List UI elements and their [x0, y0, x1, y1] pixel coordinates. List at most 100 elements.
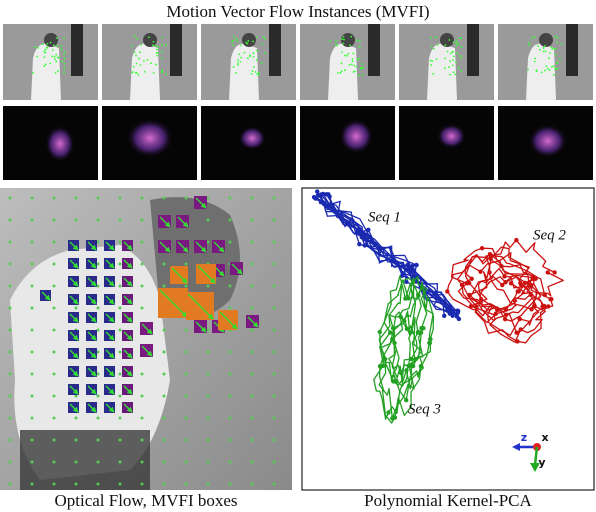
flow-dot	[548, 52, 551, 55]
trajectory-point	[377, 329, 382, 335]
flow-dot	[334, 43, 337, 46]
flow-dot	[161, 44, 163, 47]
flow-dot	[544, 44, 546, 47]
flow-dot	[162, 196, 166, 200]
flow-dot	[352, 52, 355, 55]
flow-dot	[258, 71, 260, 74]
axis-triad: z x y	[512, 431, 549, 472]
flow-dot	[184, 350, 188, 354]
flow-arrow	[195, 321, 207, 333]
flow-dot	[272, 394, 276, 398]
trajectory-point	[445, 289, 450, 294]
flow-dot	[52, 416, 56, 420]
trajectory-point	[442, 313, 447, 319]
flow-arrow	[123, 295, 133, 305]
flow-dot	[206, 350, 210, 354]
flow-dot	[528, 42, 531, 44]
flow-dot	[55, 53, 58, 56]
flow-dot	[74, 218, 78, 222]
punching-bag	[71, 24, 83, 76]
trajectory-point	[503, 280, 508, 285]
flow-dot	[52, 240, 56, 244]
flow-dot	[272, 262, 276, 266]
flow-dot	[96, 218, 100, 222]
person	[31, 43, 61, 100]
flow-dot	[232, 39, 235, 42]
flow-dot	[43, 65, 46, 67]
flow-dot	[343, 54, 346, 57]
flow-dot	[184, 372, 188, 376]
trajectory-point	[414, 262, 419, 268]
flow-dot	[228, 284, 232, 288]
seq-label: Seq 3	[408, 401, 441, 417]
flow-dot	[155, 52, 158, 54]
flow-dot	[228, 350, 232, 354]
flow-dot	[161, 57, 164, 60]
flow-dot	[184, 394, 188, 398]
flow-dot	[546, 67, 549, 70]
flow-dot	[263, 52, 266, 54]
flow-dot	[460, 46, 463, 48]
flow-dot	[345, 54, 348, 57]
trajectory-point	[549, 297, 554, 302]
flow-dot	[60, 48, 63, 51]
flow-dot	[63, 67, 66, 70]
flow-arrow	[197, 265, 216, 284]
flow-dot	[206, 460, 210, 464]
trajectory-point	[404, 279, 409, 285]
flow-dot	[96, 284, 100, 288]
flow-dot	[455, 61, 457, 64]
flow-dot	[135, 62, 138, 65]
trajectory-point	[315, 189, 320, 194]
figure-title: Motion Vector Flow Instances (MVFI)	[166, 2, 429, 21]
flow-dot	[118, 438, 122, 442]
flow-dot	[8, 284, 12, 288]
flow-dot	[454, 73, 457, 76]
flow-dot	[36, 55, 39, 58]
flow-dot	[358, 45, 361, 48]
flow-dot	[228, 416, 232, 420]
flow-dot	[53, 58, 56, 60]
flow-dot	[162, 482, 166, 486]
frame-strip	[3, 24, 593, 180]
trajectory-point	[400, 271, 406, 276]
flow-arrow	[187, 293, 214, 320]
flow-dot	[336, 44, 338, 47]
flow-arrow	[177, 241, 189, 253]
flow-dot	[162, 262, 166, 266]
flow-dot	[54, 72, 57, 74]
flow-arrow	[105, 349, 115, 359]
trajectory-point	[500, 282, 505, 288]
flow-dot	[348, 63, 351, 66]
flow-dot	[8, 482, 12, 486]
flow-arrow	[213, 241, 225, 253]
flow-dot	[255, 49, 258, 52]
flow-dot	[434, 36, 437, 39]
flow-dot	[74, 196, 78, 200]
person-head	[150, 197, 240, 318]
flow-arrow	[231, 263, 243, 275]
trajectory-point	[311, 194, 317, 200]
flow-dot	[355, 65, 358, 68]
trajectory-point	[546, 304, 551, 309]
trajectory-point	[522, 280, 528, 286]
flow-dot	[457, 66, 460, 69]
flow-dot	[139, 51, 141, 54]
flow-dot	[228, 218, 232, 222]
flow-dot	[96, 416, 100, 420]
trajectory-point	[360, 235, 366, 240]
flow-dot	[184, 460, 188, 464]
flow-dot	[531, 37, 534, 39]
trajectory-point	[542, 292, 547, 298]
trajectory-point	[464, 281, 470, 286]
seq-label: Seq 2	[533, 227, 566, 243]
flow-dot	[255, 36, 258, 38]
flow-dot	[250, 394, 254, 398]
flow-dot	[55, 37, 58, 40]
flow-dot	[59, 44, 62, 47]
flow-dot	[118, 482, 122, 486]
flow-dot	[340, 70, 343, 73]
flow-dot	[164, 73, 167, 76]
flow-dot	[30, 328, 34, 332]
flow-dot	[140, 372, 144, 376]
